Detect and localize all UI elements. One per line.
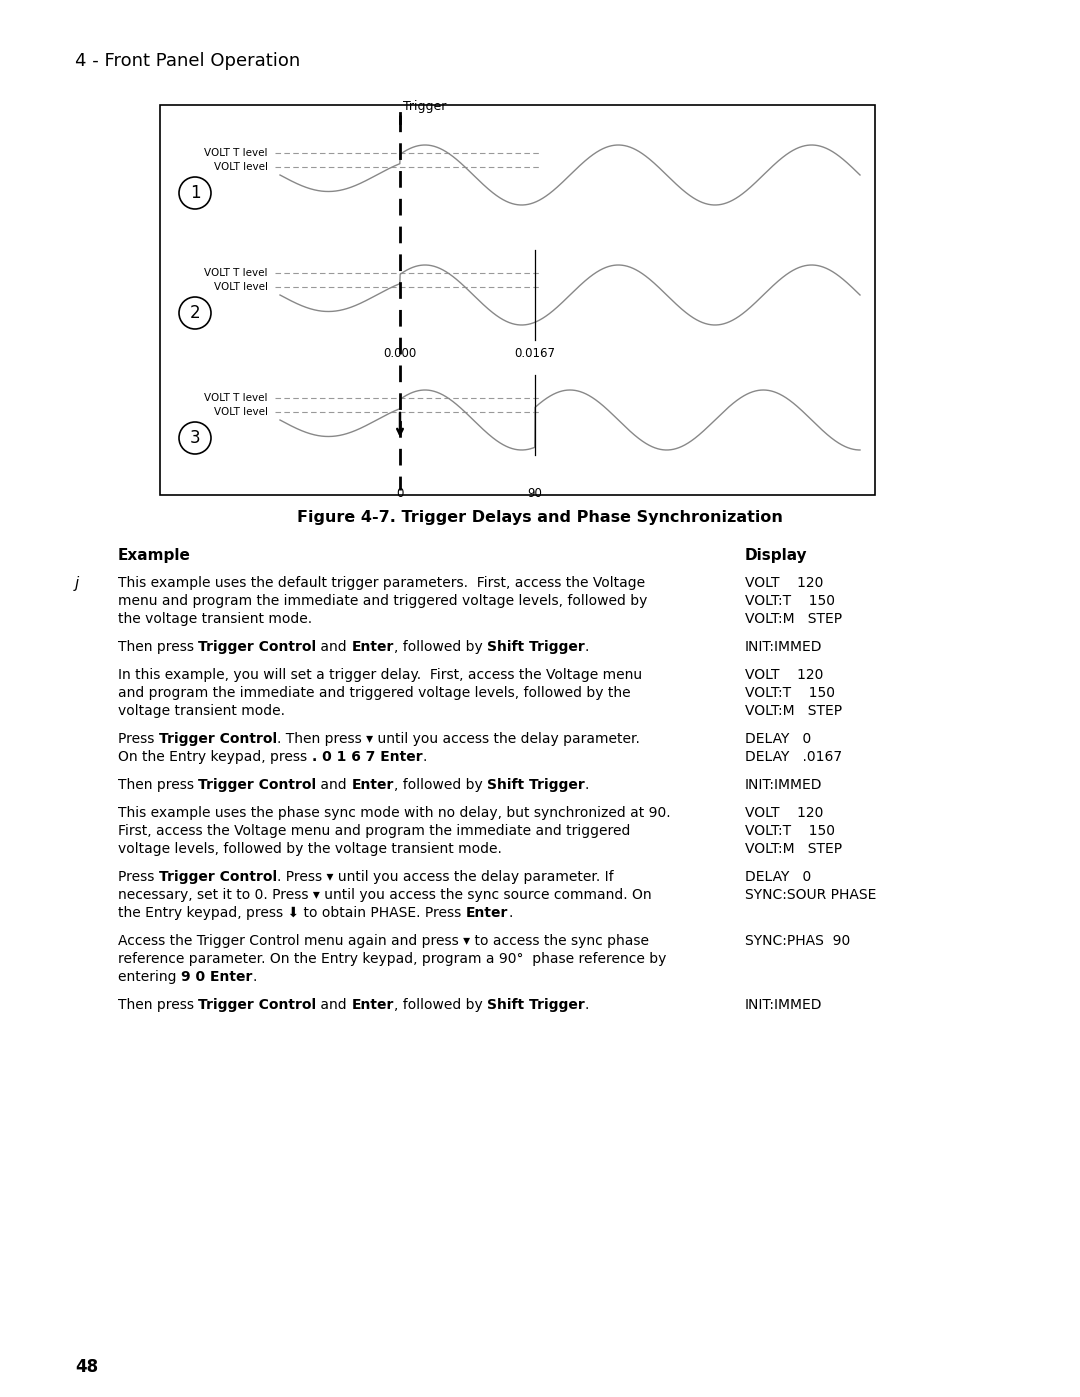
Text: and program the immediate and triggered voltage levels, followed by the: and program the immediate and triggered … <box>118 686 631 700</box>
Text: the Entry keypad, press ⬇ to obtain PHASE. Press: the Entry keypad, press ⬇ to obtain PHAS… <box>118 907 465 921</box>
Text: . 0 1 6 7 Enter: . 0 1 6 7 Enter <box>311 750 422 764</box>
Text: VOLT:T    150: VOLT:T 150 <box>745 824 835 838</box>
Text: VOLT:T    150: VOLT:T 150 <box>745 594 835 608</box>
Text: Figure 4-7. Trigger Delays and Phase Synchronization: Figure 4-7. Trigger Delays and Phase Syn… <box>297 510 783 525</box>
Text: Example: Example <box>118 548 191 563</box>
Text: and: and <box>316 778 351 792</box>
Text: VOLT level: VOLT level <box>214 407 268 416</box>
Text: VOLT level: VOLT level <box>214 162 268 172</box>
Text: VOLT T level: VOLT T level <box>204 268 268 278</box>
Text: Trigger Control: Trigger Control <box>199 640 316 654</box>
Text: the voltage transient mode.: the voltage transient mode. <box>118 612 312 626</box>
Text: 90: 90 <box>527 488 542 500</box>
Text: 0: 0 <box>396 488 404 500</box>
Text: Enter: Enter <box>351 997 394 1011</box>
Text: Enter: Enter <box>351 640 394 654</box>
Text: 0.000: 0.000 <box>383 346 417 360</box>
Text: 4 - Front Panel Operation: 4 - Front Panel Operation <box>75 52 300 70</box>
Text: SYNC:SOUR PHASE: SYNC:SOUR PHASE <box>745 888 876 902</box>
Text: VOLT T level: VOLT T level <box>204 148 268 158</box>
Text: , followed by: , followed by <box>394 640 487 654</box>
Text: VOLT    120: VOLT 120 <box>745 576 823 590</box>
Text: .: . <box>508 907 512 921</box>
Text: 1: 1 <box>190 184 200 203</box>
Text: entering: entering <box>118 970 180 983</box>
Text: 2: 2 <box>190 305 200 321</box>
Text: DELAY   0: DELAY 0 <box>745 732 811 746</box>
Text: 48: 48 <box>75 1358 98 1376</box>
Text: Press: Press <box>118 732 159 746</box>
Text: Shift Trigger: Shift Trigger <box>487 778 584 792</box>
Text: Press: Press <box>118 870 159 884</box>
Text: 3: 3 <box>190 429 200 447</box>
Text: .: . <box>584 997 589 1011</box>
Text: DELAY   0: DELAY 0 <box>745 870 811 884</box>
Text: Then press: Then press <box>118 997 199 1011</box>
Text: j: j <box>75 576 79 591</box>
Text: . Then press ▾ until you access the delay parameter.: . Then press ▾ until you access the dela… <box>276 732 639 746</box>
Text: In this example, you will set a trigger delay.  First, access the Voltage menu: In this example, you will set a trigger … <box>118 668 643 682</box>
Text: VOLT T level: VOLT T level <box>204 393 268 402</box>
Text: voltage transient mode.: voltage transient mode. <box>118 704 285 718</box>
Text: First, access the Voltage menu and program the immediate and triggered: First, access the Voltage menu and progr… <box>118 824 631 838</box>
Text: , followed by: , followed by <box>394 997 487 1011</box>
Text: VOLT:M   STEP: VOLT:M STEP <box>745 842 842 856</box>
Text: Enter: Enter <box>465 907 508 921</box>
Text: and: and <box>316 997 351 1011</box>
Text: Then press: Then press <box>118 778 199 792</box>
Text: .: . <box>584 778 589 792</box>
Bar <box>160 105 875 495</box>
Text: 9 0 Enter: 9 0 Enter <box>180 970 253 983</box>
Text: INIT:IMMED: INIT:IMMED <box>745 778 823 792</box>
Text: Trigger Control: Trigger Control <box>199 778 316 792</box>
Text: and: and <box>316 640 351 654</box>
Text: Then press: Then press <box>118 640 199 654</box>
Text: VOLT level: VOLT level <box>214 282 268 292</box>
Text: , followed by: , followed by <box>394 778 487 792</box>
Text: VOLT:M   STEP: VOLT:M STEP <box>745 704 842 718</box>
Text: Trigger Control: Trigger Control <box>159 732 276 746</box>
Text: menu and program the immediate and triggered voltage levels, followed by: menu and program the immediate and trigg… <box>118 594 647 608</box>
Text: Enter: Enter <box>351 778 394 792</box>
Text: .: . <box>253 970 257 983</box>
Text: VOLT    120: VOLT 120 <box>745 668 823 682</box>
Text: INIT:IMMED: INIT:IMMED <box>745 640 823 654</box>
Text: VOLT:T    150: VOLT:T 150 <box>745 686 835 700</box>
Text: This example uses the default trigger parameters.  First, access the Voltage: This example uses the default trigger pa… <box>118 576 645 590</box>
Text: INIT:IMMED: INIT:IMMED <box>745 997 823 1011</box>
Text: Trigger: Trigger <box>403 101 446 113</box>
Text: .: . <box>422 750 427 764</box>
Text: Shift Trigger: Shift Trigger <box>487 997 584 1011</box>
Text: Access the Trigger Control menu again and press ▾ to access the sync phase: Access the Trigger Control menu again an… <box>118 935 649 949</box>
Text: Display: Display <box>745 548 808 563</box>
Text: DELAY   .0167: DELAY .0167 <box>745 750 842 764</box>
Text: . Press ▾ until you access the delay parameter. If: . Press ▾ until you access the delay par… <box>276 870 613 884</box>
Text: SYNC:PHAS  90: SYNC:PHAS 90 <box>745 935 850 949</box>
Text: This example uses the phase sync mode with no delay, but synchronized at 90.: This example uses the phase sync mode wi… <box>118 806 671 820</box>
Text: 0.0167: 0.0167 <box>514 346 555 360</box>
Text: VOLT    120: VOLT 120 <box>745 806 823 820</box>
Text: reference parameter. On the Entry keypad, program a 90°  phase reference by: reference parameter. On the Entry keypad… <box>118 951 666 965</box>
Text: VOLT:M   STEP: VOLT:M STEP <box>745 612 842 626</box>
Text: .: . <box>584 640 589 654</box>
Text: Trigger Control: Trigger Control <box>199 997 316 1011</box>
Text: Shift Trigger: Shift Trigger <box>487 640 584 654</box>
Text: Trigger Control: Trigger Control <box>159 870 276 884</box>
Text: necessary, set it to 0. Press ▾ until you access the sync source command. On: necessary, set it to 0. Press ▾ until yo… <box>118 888 651 902</box>
Text: voltage levels, followed by the voltage transient mode.: voltage levels, followed by the voltage … <box>118 842 502 856</box>
Text: On the Entry keypad, press: On the Entry keypad, press <box>118 750 311 764</box>
